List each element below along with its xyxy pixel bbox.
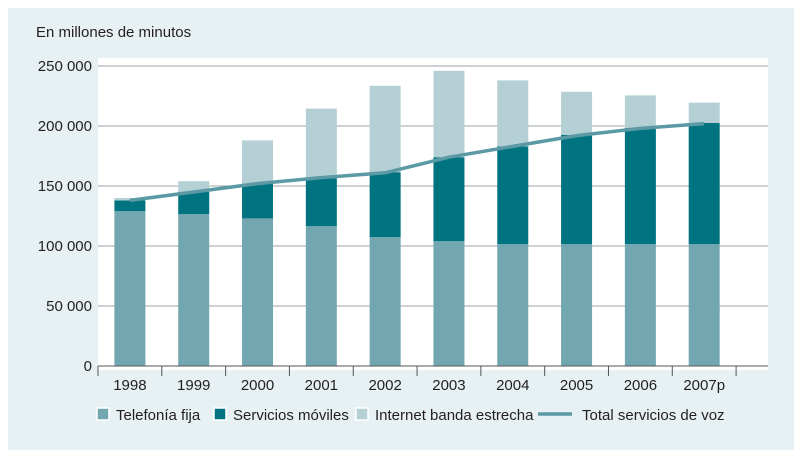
bar-segment [625, 95, 656, 127]
bar-segment [306, 109, 337, 179]
bar-segment [689, 103, 720, 123]
legend-label: Internet banda estrecha [375, 407, 534, 424]
bar-segment [689, 244, 720, 366]
y-tick-label: 100 000 [38, 238, 92, 255]
y-axis-label: En millones de minutos [36, 24, 191, 41]
bar-segment [689, 123, 720, 244]
bar-segment [497, 146, 528, 244]
x-tick-label: 2007p [683, 377, 725, 394]
bar-segment [306, 226, 337, 366]
y-tick-label: 150 000 [38, 178, 92, 195]
bar-segment [370, 237, 401, 366]
x-tick-label: 2005 [560, 377, 593, 394]
y-tick-label: 200 000 [38, 118, 92, 135]
legend-swatch [97, 408, 109, 420]
bar-segment [497, 80, 528, 146]
bar-segment [114, 211, 145, 366]
bar-segment [242, 218, 273, 366]
bar-segment [497, 244, 528, 366]
x-tick-label: 2003 [432, 377, 465, 394]
bar-segment [561, 244, 592, 366]
bar-segment [370, 172, 401, 237]
bar-segment [561, 135, 592, 244]
x-tick-label: 1999 [177, 377, 210, 394]
bar-segment [178, 192, 209, 214]
bar-segment [114, 200, 145, 211]
x-tick-label: 2002 [368, 377, 401, 394]
bar-segment [625, 128, 656, 244]
bar-segment [242, 184, 273, 219]
legend-label: Telefonía fija [116, 407, 201, 424]
bar-segment [370, 86, 401, 172]
y-tick-label: 50 000 [46, 298, 92, 315]
legend-swatch [214, 408, 226, 420]
legend-label: Servicios móviles [233, 407, 349, 424]
y-tick-label: 250 000 [38, 58, 92, 75]
bar-segment [178, 214, 209, 366]
x-tick-label: 2000 [241, 377, 274, 394]
legend: Telefonía fija Servicios móviles Internet … [97, 407, 725, 424]
legend-swatch [356, 408, 368, 420]
bar-segment [306, 178, 337, 226]
x-tick-label: 2004 [496, 377, 529, 394]
x-tick-label: 2001 [305, 377, 338, 394]
bar-segment [433, 157, 464, 241]
y-tick-label: 0 [84, 358, 92, 375]
bar-segment [625, 244, 656, 366]
bar-segment [561, 92, 592, 135]
legend-label: Total servicios de voz [582, 407, 725, 424]
bar-segment [433, 241, 464, 366]
bar-segment [242, 140, 273, 183]
x-tick-label: 1998 [113, 377, 146, 394]
bar-segment [433, 71, 464, 157]
x-tick-label: 2006 [624, 377, 657, 394]
